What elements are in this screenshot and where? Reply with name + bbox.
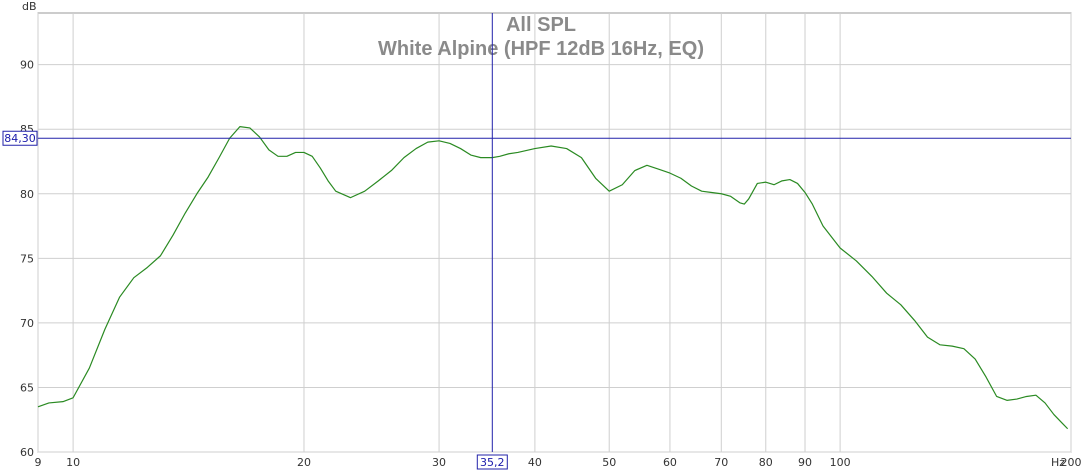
y-tick-label: 75 bbox=[20, 252, 34, 265]
chart-title: All SPL bbox=[506, 14, 576, 36]
x-tick-label: 20 bbox=[297, 456, 311, 469]
x-tick-label: 100 bbox=[830, 456, 851, 469]
x-tick-label: 50 bbox=[602, 456, 616, 469]
x-tick-label: 70 bbox=[714, 456, 728, 469]
plot-area-frame bbox=[37, 12, 1072, 453]
x-tick-label: 90 bbox=[798, 456, 812, 469]
y-tick-label: 90 bbox=[20, 59, 34, 72]
spl-series-line bbox=[37, 126, 1069, 430]
grid-layer bbox=[37, 13, 1072, 453]
cursor-y-readout: 84,30 bbox=[4, 132, 36, 145]
cursor-x-readout-box bbox=[476, 454, 508, 470]
x-tick-label: 30 bbox=[432, 456, 446, 469]
y-tick-label: 70 bbox=[20, 317, 34, 330]
cursor-layer[interactable]: 84,30 35,2 bbox=[2, 13, 1071, 470]
chart-subtitle: White Alpine (HPF 12dB 16Hz, EQ) bbox=[378, 38, 704, 60]
x-axis-ticks: 9 10 20 30 40 50 60 70 80 90 100 200 bbox=[35, 456, 1082, 469]
x-tick-label: 200 bbox=[1061, 456, 1082, 469]
x-tick-label: 60 bbox=[663, 456, 677, 469]
y-tick-label: 65 bbox=[20, 381, 34, 394]
cursor-y-readout-box bbox=[2, 130, 38, 146]
x-tick-label: 10 bbox=[66, 456, 80, 469]
x-tick-label: 40 bbox=[528, 456, 542, 469]
x-tick-label: 9 bbox=[35, 456, 42, 469]
y-axis-unit-label: dB bbox=[22, 0, 37, 13]
cursor-x-readout: 35,2 bbox=[480, 456, 505, 469]
series-layer bbox=[37, 126, 1069, 430]
x-tick-label: 80 bbox=[759, 456, 773, 469]
y-tick-label: 60 bbox=[20, 446, 34, 459]
x-axis-unit-label: Hz bbox=[1051, 456, 1065, 469]
y-tick-label: 80 bbox=[20, 188, 34, 201]
